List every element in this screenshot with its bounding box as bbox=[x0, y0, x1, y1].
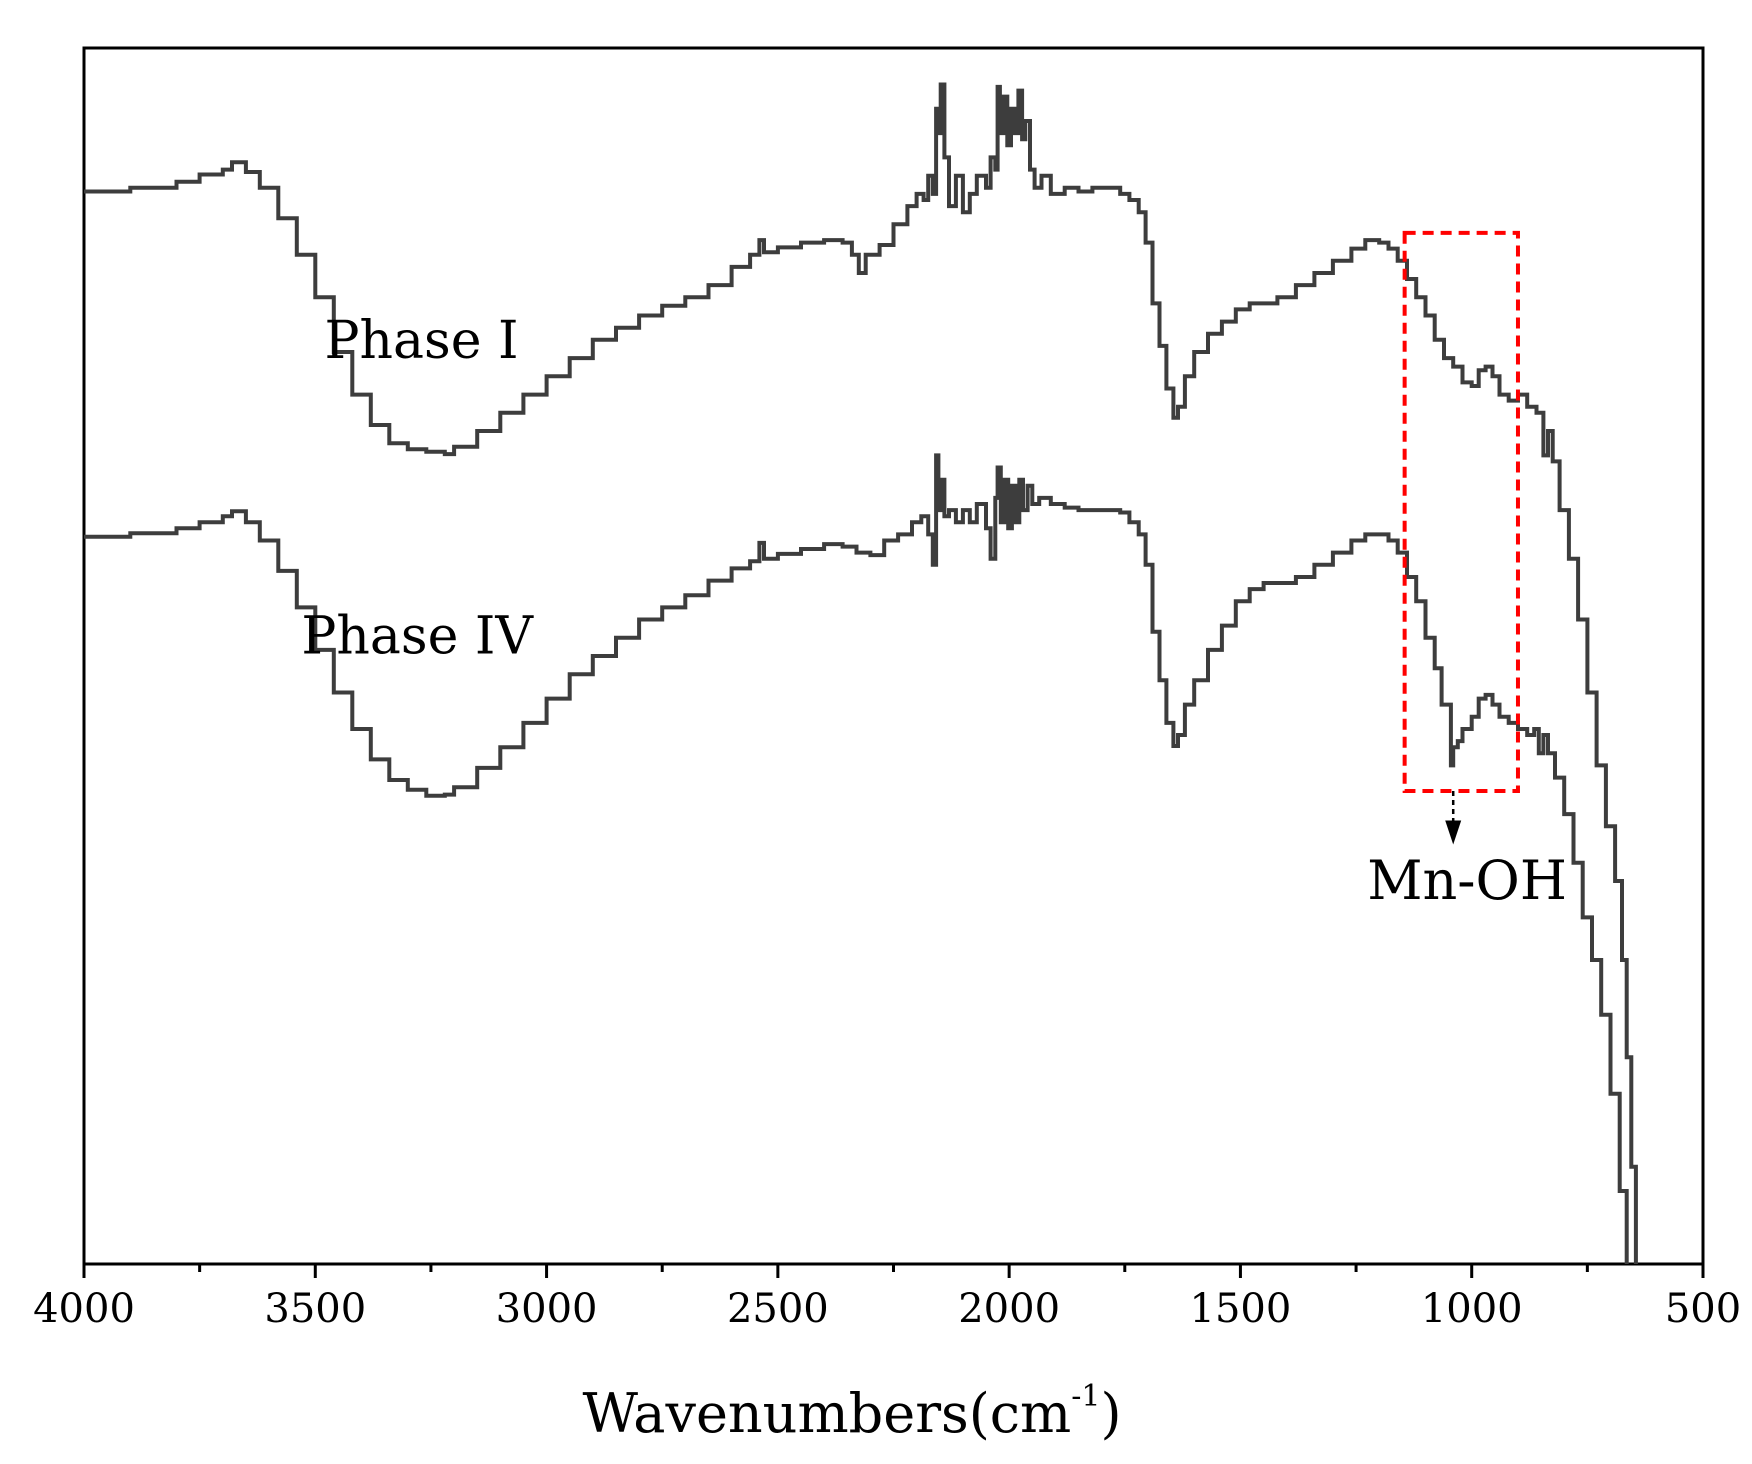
annotation-layer bbox=[1402, 230, 1520, 845]
x-tick-label-1500: 1500 bbox=[1190, 1286, 1292, 1332]
series-label-phase-iv: Phase IV bbox=[301, 607, 534, 667]
x-tick-label-500: 500 bbox=[1665, 1286, 1741, 1332]
x-axis-title-superscript: -1 bbox=[1071, 1379, 1100, 1414]
x-axis-ticks: 4000 3500 3000 2500 2000 1500 1000 500 bbox=[33, 1264, 1741, 1332]
x-tick-label-3500: 3500 bbox=[264, 1286, 366, 1332]
x-axis-title-main: Wavenumbers(cm bbox=[582, 1382, 1071, 1445]
series-line-phase-iv bbox=[84, 453, 1629, 1264]
series-label-phase-i: Phase I bbox=[325, 311, 519, 371]
arrow-head-icon bbox=[1445, 820, 1462, 845]
series-layer bbox=[84, 82, 1638, 1264]
series-line-phase-i bbox=[84, 82, 1638, 1264]
x-tick-label-4000: 4000 bbox=[33, 1286, 135, 1332]
x-tick-label-1000: 1000 bbox=[1421, 1286, 1523, 1332]
x-axis-title: Wavenumbers(cm-1) bbox=[582, 1379, 1121, 1445]
highlight-box bbox=[1402, 230, 1520, 793]
x-tick-label-3000: 3000 bbox=[496, 1286, 598, 1332]
x-tick-label-2500: 2500 bbox=[727, 1286, 829, 1332]
x-axis-title-close: ) bbox=[1100, 1382, 1121, 1445]
annotation-label-mn-oh: Mn-OH bbox=[1367, 849, 1567, 912]
x-tick-label-2000: 2000 bbox=[958, 1286, 1060, 1332]
